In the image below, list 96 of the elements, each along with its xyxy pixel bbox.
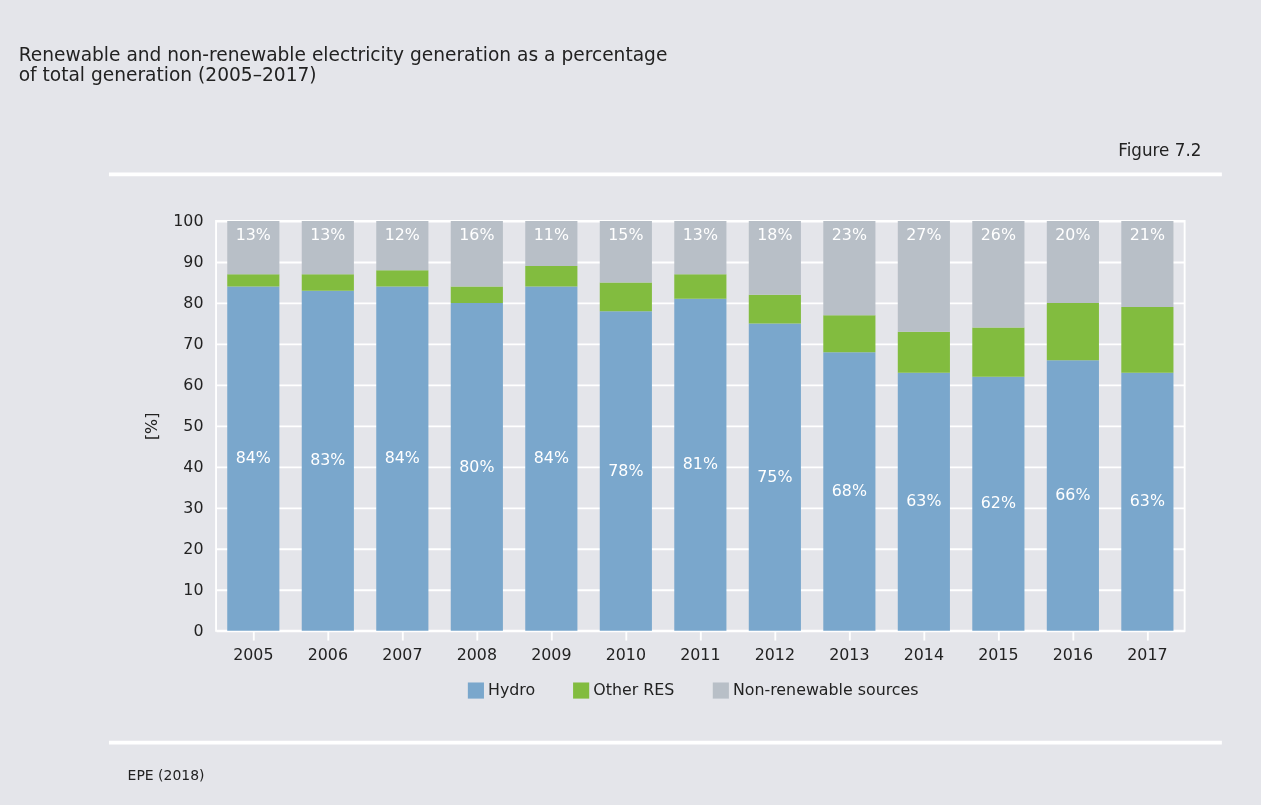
legend-label: Non-renewable sources <box>732 680 919 700</box>
data-label: 16% <box>459 225 495 245</box>
bar <box>376 221 429 271</box>
bar <box>748 294 801 324</box>
data-label: 13% <box>682 225 718 245</box>
data-label: 81% <box>682 454 718 474</box>
data-label: 18% <box>757 225 793 245</box>
bar <box>1121 372 1174 631</box>
caption: Figure 7.2 <box>1118 139 1202 160</box>
data-label: 20% <box>1055 225 1091 245</box>
bar <box>897 372 950 631</box>
bar <box>748 323 801 631</box>
x-tick-label: 2009 <box>531 645 572 665</box>
bar <box>1046 221 1099 303</box>
data-label: 11% <box>533 225 569 245</box>
bar <box>823 352 876 631</box>
data-label: 83% <box>310 450 346 470</box>
bar <box>674 221 727 275</box>
bar <box>450 221 503 287</box>
data-label: 84% <box>235 448 271 468</box>
bar <box>1046 302 1099 361</box>
bar <box>897 331 950 373</box>
data-label: 27% <box>906 225 942 245</box>
data-label: 66% <box>1055 485 1091 505</box>
bar <box>1046 360 1099 631</box>
bar <box>599 221 652 283</box>
data-label: 84% <box>533 448 569 468</box>
bar <box>227 274 280 287</box>
y-tick-label: 50 <box>183 416 204 436</box>
bar <box>972 327 1025 377</box>
x-tick-label: 2006 <box>307 645 348 665</box>
y-tick-label: 30 <box>183 497 204 517</box>
y-tick-label: 60 <box>183 375 204 395</box>
bar <box>1121 221 1174 308</box>
data-label: 63% <box>906 491 942 511</box>
bar <box>674 274 727 299</box>
bar <box>897 221 950 332</box>
bar <box>972 221 1025 328</box>
chart-title: Renewable and non-renewable electricity generation as a percentage of total generation (2005–2017) <box>18 43 668 86</box>
bar <box>1121 307 1174 373</box>
data-label: 13% <box>310 225 346 245</box>
text: EPE (2018) <box>127 766 205 783</box>
x-tick-label: 2013 <box>829 645 870 665</box>
legend-label: Hydro <box>488 680 536 700</box>
bar <box>376 270 429 287</box>
x-tick-label: 2010 <box>605 645 646 665</box>
y-tick-label: 40 <box>183 457 204 476</box>
bar <box>376 286 429 631</box>
x-tick-label: 2008 <box>456 645 497 665</box>
x-tick-label: 2014 <box>903 645 945 665</box>
bar <box>301 221 354 275</box>
bar <box>972 376 1025 631</box>
bar <box>227 286 280 631</box>
bar <box>301 274 354 291</box>
data-label: 13% <box>235 225 271 245</box>
y-tick-label: 0 <box>193 620 204 640</box>
bar <box>227 221 280 275</box>
y-tick-label: 20 <box>183 538 204 558</box>
y-axis-title: [%] <box>141 412 161 441</box>
data-label: 84% <box>384 448 420 468</box>
y-tick-label: 80 <box>183 293 204 313</box>
data-label: 23% <box>831 225 867 245</box>
bar <box>525 286 578 631</box>
data-label: 80% <box>459 456 495 476</box>
data-label: 75% <box>757 466 793 486</box>
data-label: 15% <box>608 225 644 245</box>
data-label: 62% <box>980 493 1016 513</box>
y-tick-label: 10 <box>183 579 204 599</box>
y-tick-label: 70 <box>183 334 204 354</box>
data-label: 68% <box>831 481 867 501</box>
y-tick-label: 90 <box>183 252 204 272</box>
bar <box>748 221 801 295</box>
data-label: 12% <box>384 225 420 245</box>
y-tick-label: 100 <box>173 211 204 231</box>
data-label: 26% <box>980 225 1016 245</box>
x-tick-label: 2011 <box>680 645 721 665</box>
bar <box>450 286 503 303</box>
x-tick-label: 2015 <box>978 645 1019 665</box>
x-tick-label: 2007 <box>382 645 423 665</box>
bar <box>674 298 727 631</box>
data-label: 21% <box>1129 225 1165 245</box>
bar <box>599 311 652 631</box>
x-tick-label: 2016 <box>1052 645 1094 665</box>
data-label: 78% <box>608 460 644 480</box>
legend-label: Other RES <box>593 680 675 700</box>
x-tick-label: 2017 <box>1127 645 1168 665</box>
bar <box>525 221 578 267</box>
x-tick-label: 2005 <box>233 645 274 665</box>
bar <box>525 266 578 287</box>
x-tick-label: 2012 <box>754 645 795 665</box>
bar <box>823 315 876 353</box>
bar <box>823 221 876 316</box>
data-label: 63% <box>1129 491 1165 511</box>
bar <box>301 290 354 631</box>
bar <box>599 282 652 312</box>
bar <box>450 302 503 631</box>
